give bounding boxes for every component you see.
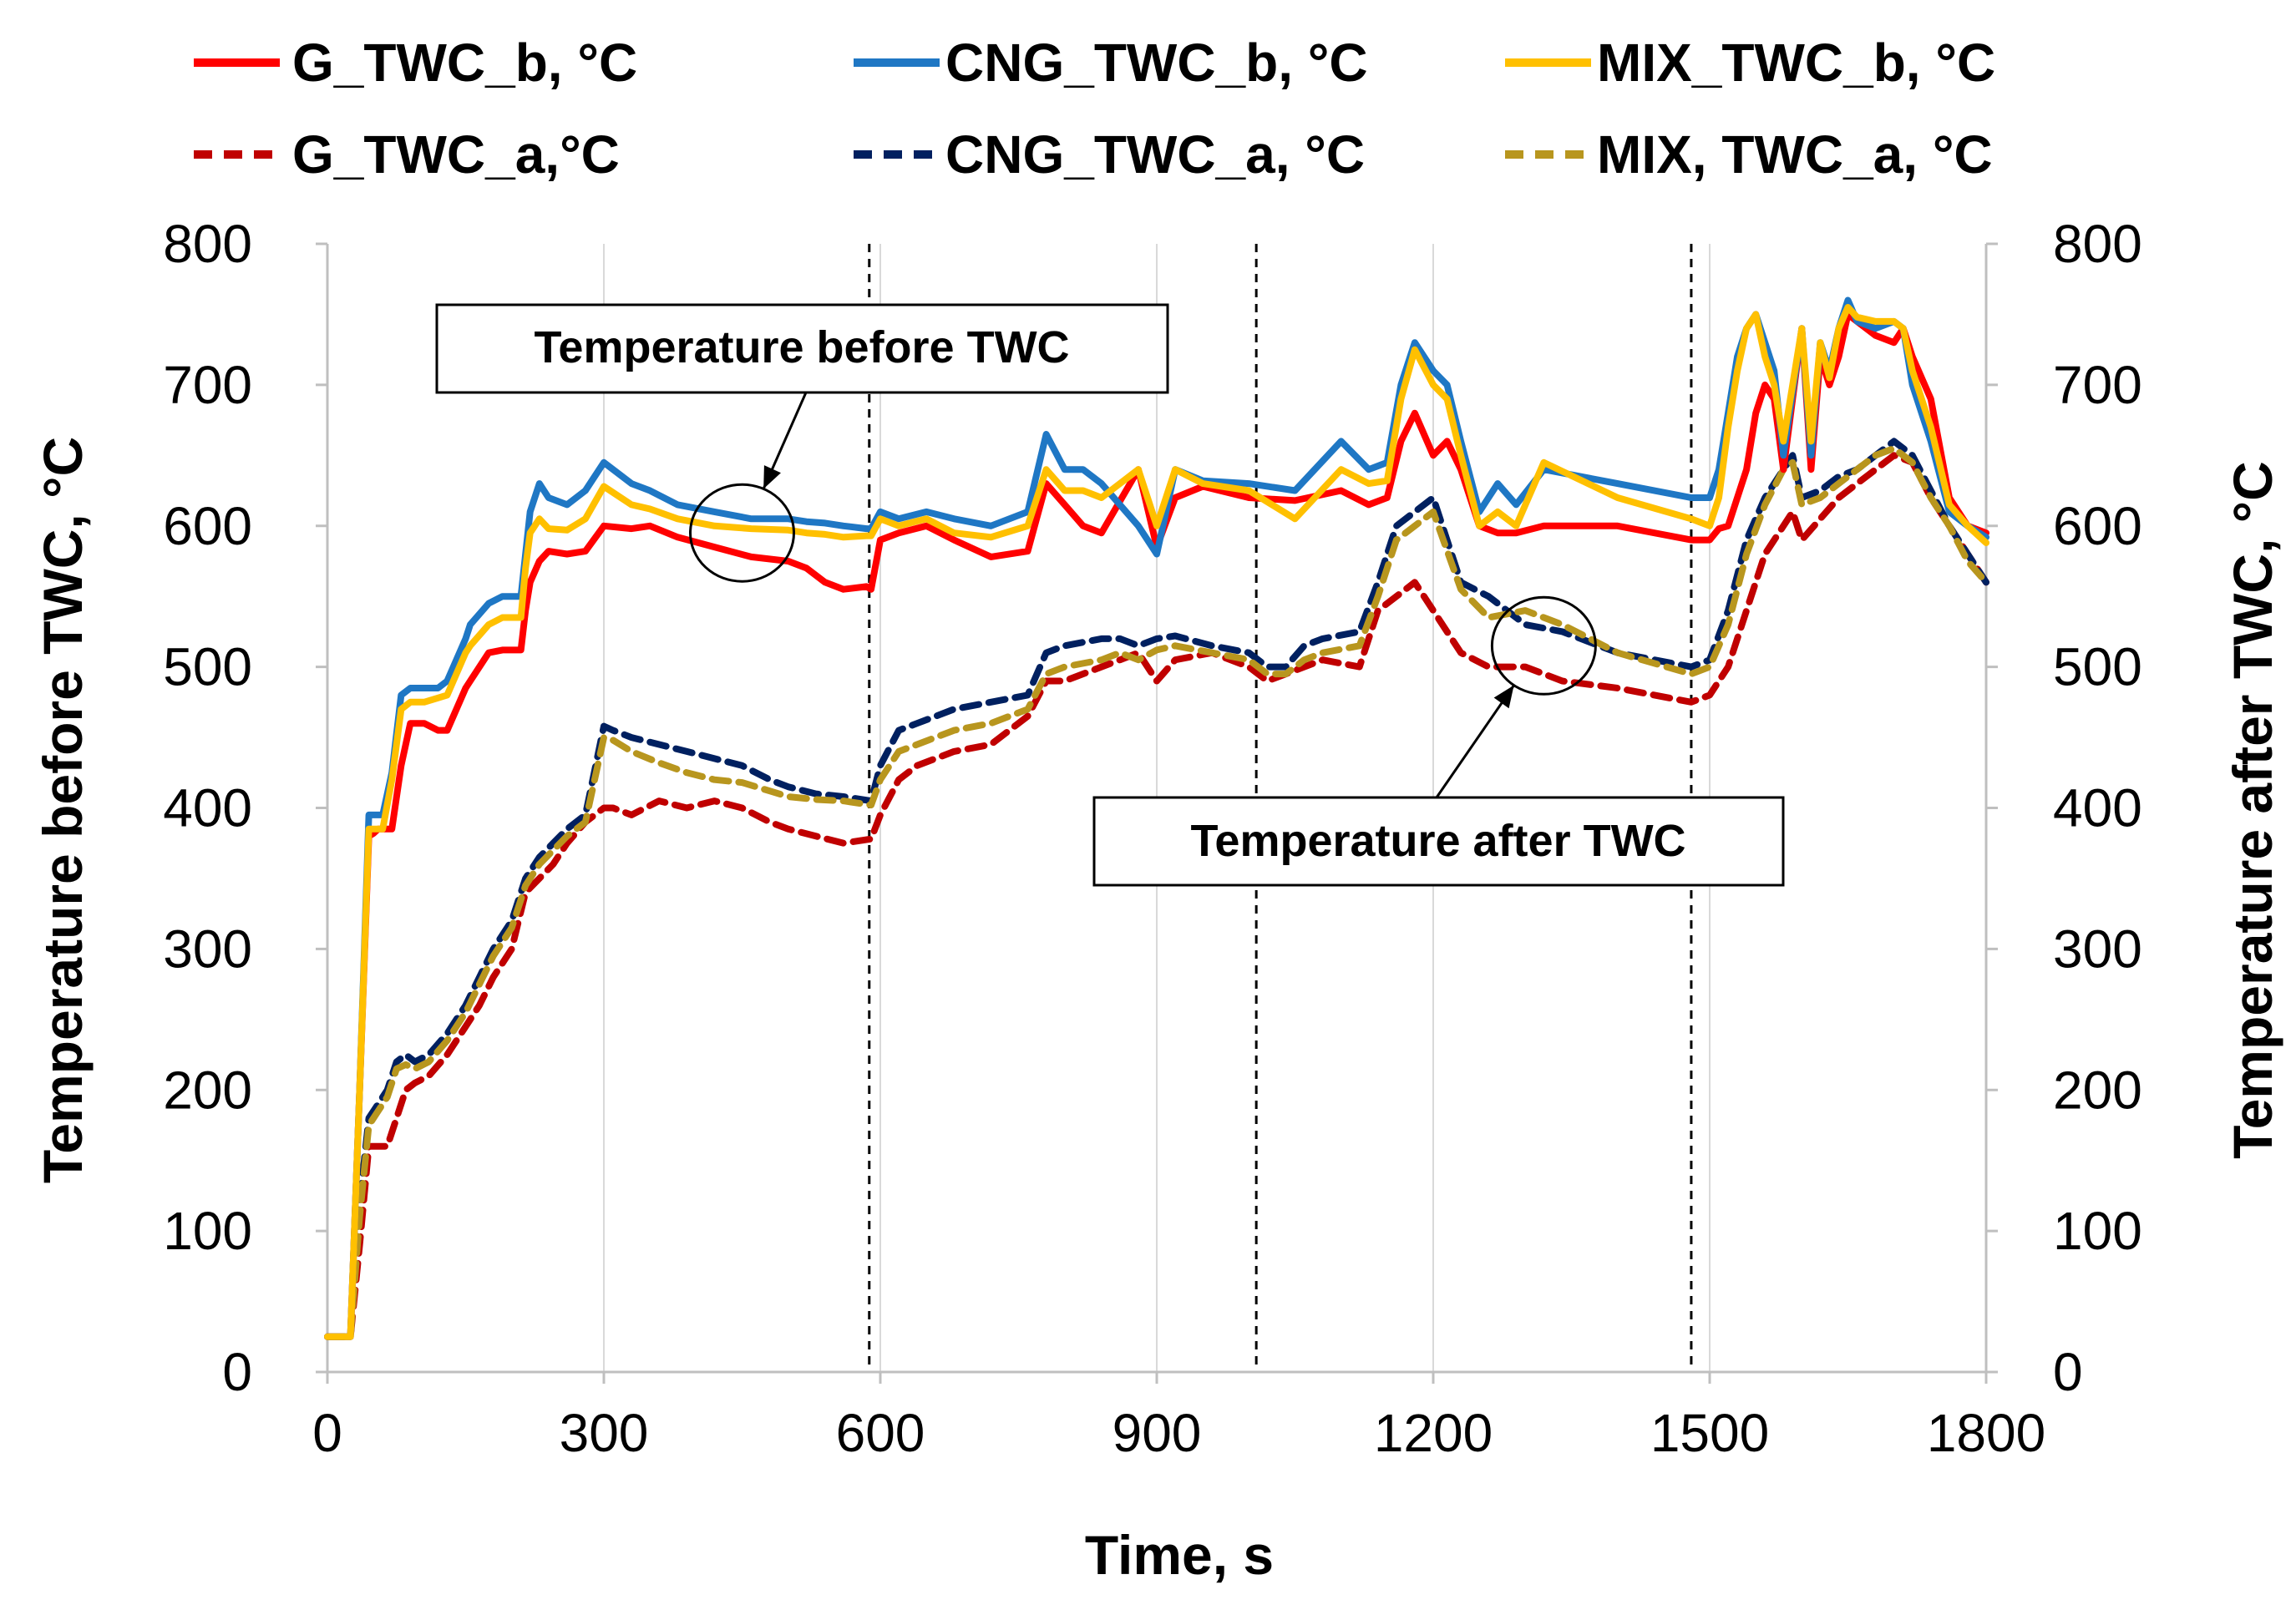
y-tick-label-right: 800 (2053, 214, 2142, 274)
annotation-after-box (1092, 796, 1785, 887)
legend-label-g-twc-a: G_TWC_a,°C (292, 124, 620, 185)
x-tick-label: 300 (560, 1403, 649, 1463)
legend-item-g-twc-a: G_TWC_a,°C (194, 124, 620, 185)
annotation-after-arrowhead (1493, 685, 1514, 709)
legend-label-cng-twc-a: CNG_TWC_a, °C (945, 124, 1365, 185)
legend-label-mix-twc-b: MIX_TWC_b, °C (1597, 33, 1995, 93)
x-tick-label: 1500 (1650, 1403, 1769, 1463)
annotation-before-arrowhead (763, 465, 781, 489)
legend-item-cng-twc-a: CNG_TWC_a, °C (854, 124, 1365, 185)
series-group (324, 296, 1989, 1340)
y-tick-label-left: 300 (163, 919, 252, 979)
annotation-before-box (435, 303, 1169, 394)
series-line-mix-twc-b-c (324, 304, 1989, 1340)
axes (316, 242, 1998, 1384)
y-tick-label-right: 0 (2053, 1342, 2083, 1402)
y-tick-label-right: 200 (2053, 1060, 2142, 1120)
annotation-before-twc: Temperature before TWC (435, 303, 1169, 583)
y-axis-left-title: Temperature before TWC, °C (32, 437, 94, 1183)
legend: G_TWC_b, °C CNG_TWC_b, °C MIX_TWC_b, °C … (194, 33, 1995, 185)
annotation-after-arrow (1435, 684, 1515, 798)
annotation-before-circle (689, 483, 795, 583)
annotation-after-circle (1490, 595, 1597, 696)
y-tick-label-right: 400 (2053, 778, 2142, 838)
x-tick-label: 1800 (1927, 1403, 2045, 1463)
x-tick-label: 600 (836, 1403, 925, 1463)
x-tick-label: 1200 (1374, 1403, 1493, 1463)
legend-label-g-twc-b: G_TWC_b, °C (292, 33, 637, 93)
annotation-after-twc: Temperature after TWC (1092, 595, 1785, 887)
annotation-before-text: Temperature before TWC (534, 322, 1069, 372)
y-tick-label-left: 600 (163, 496, 252, 556)
x-tick-label: 900 (1113, 1403, 1202, 1463)
y-axis-right-title: Temperature after TWC, °C (2222, 461, 2283, 1159)
legend-label-cng-twc-b: CNG_TWC_b, °C (945, 33, 1368, 93)
y-tick-label-right: 700 (2053, 355, 2142, 415)
series-line-mix-twc-a-c (324, 444, 1989, 1340)
y-tick-label-right: 100 (2053, 1201, 2142, 1261)
x-axis-title: Time, s (1085, 1524, 1274, 1586)
legend-item-mix-twc-a: MIX, TWC_a, °C (1505, 124, 1993, 185)
y-tick-label-left: 700 (163, 355, 252, 415)
y-tick-label-left: 800 (163, 214, 252, 274)
legend-item-cng-twc-b: CNG_TWC_b, °C (854, 33, 1368, 93)
series-line-g-twc-a-c (324, 452, 1989, 1340)
annotation-after-text: Temperature after TWC (1190, 816, 1685, 866)
y-tick-label-right: 600 (2053, 496, 2142, 556)
y-tick-label-right: 300 (2053, 919, 2142, 979)
y-tick-label-right: 500 (2053, 637, 2142, 697)
y-tick-label-left: 200 (163, 1060, 252, 1120)
legend-label-mix-twc-a: MIX, TWC_a, °C (1597, 124, 1993, 185)
legend-item-mix-twc-b: MIX_TWC_b, °C (1505, 33, 1995, 93)
x-tick-label: 0 (312, 1403, 342, 1463)
y-tick-label-left: 0 (222, 1342, 252, 1402)
legend-item-g-twc-b: G_TWC_b, °C (194, 33, 637, 93)
y-tick-label-left: 400 (163, 778, 252, 838)
y-tick-label-left: 100 (163, 1201, 252, 1261)
y-tick-label-left: 500 (163, 637, 252, 697)
